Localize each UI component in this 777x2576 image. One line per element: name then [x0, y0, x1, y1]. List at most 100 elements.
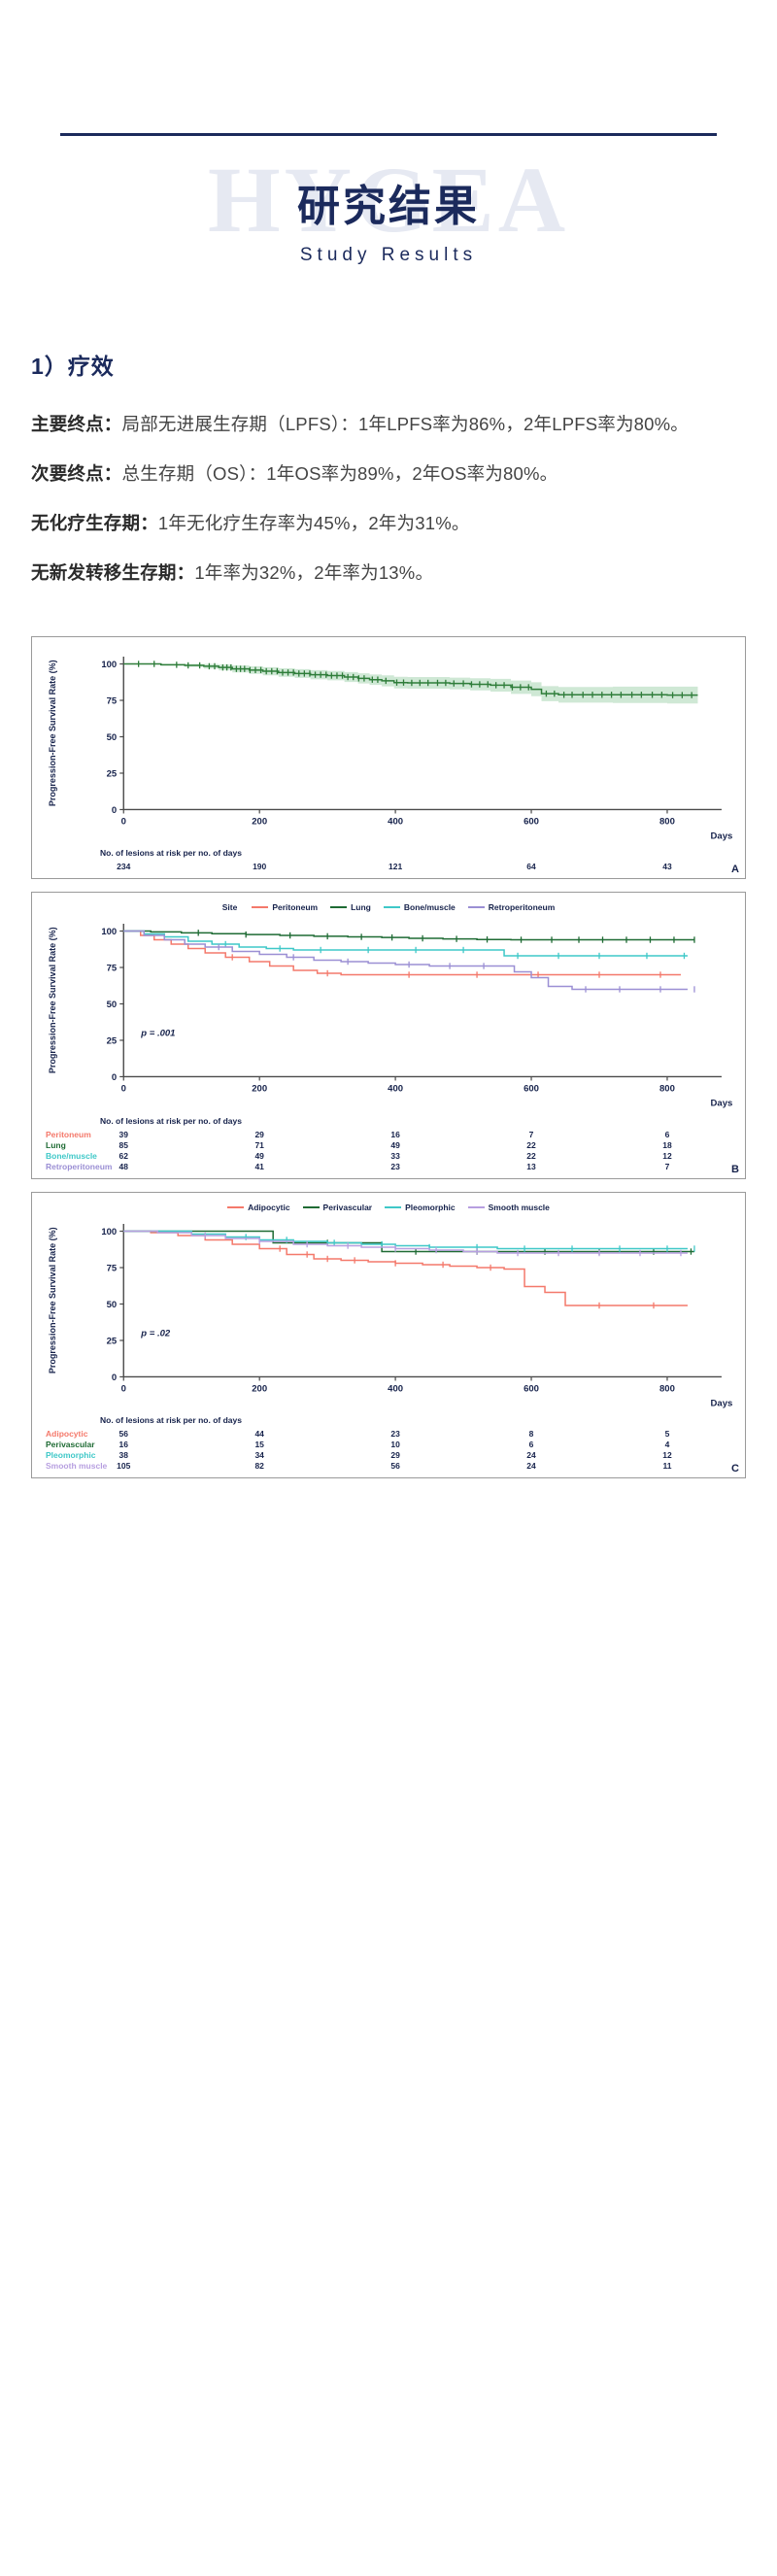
at-risk-value: 49 [390, 1139, 400, 1150]
paragraph-list: 主要终点：局部无进展生存期（LPFS）：1年LPFS率为86%，2年LPFS率为… [31, 406, 746, 592]
svg-text:100: 100 [101, 1227, 117, 1237]
chart-legend: Adipocytic Perivascular Pleomorphic Smooth … [40, 1203, 737, 1212]
legend-item[interactable]: Perivascular [302, 1202, 373, 1212]
svg-text:600: 600 [524, 1383, 539, 1394]
paragraph-label: 无化疗生存期： [31, 512, 158, 533]
at-risk-value: 6 [528, 1440, 534, 1450]
svg-text:50: 50 [107, 1300, 118, 1310]
svg-text:100: 100 [101, 927, 117, 937]
watermark-logo: HYGEA [207, 148, 570, 252]
figure-panels: 0 25 50 75 100 0 200 400 600 800 Days Progression-F… [0, 635, 777, 1479]
svg-text:100: 100 [101, 660, 117, 670]
header-divider [60, 133, 717, 136]
at-risk-value: 22 [526, 1139, 536, 1150]
section-heading: 1）疗效 [31, 354, 115, 379]
at-risk-value: 121 [388, 862, 403, 872]
paragraph: 次要终点：总生存期（OS）：1年OS率为89%，2年OS率为80%。 [31, 456, 746, 492]
at-risk-value: 48 [118, 1161, 128, 1171]
at-risk-value: 41 [254, 1161, 264, 1171]
legend-item[interactable]: Retroperitoneum [467, 902, 556, 913]
at-risk-value: 29 [254, 1129, 264, 1139]
svg-text:400: 400 [388, 816, 403, 827]
svg-text:Days: Days [711, 1099, 733, 1109]
at-risk-value: 62 [118, 1150, 128, 1161]
legend-label: Perivascular [322, 1202, 373, 1212]
at-risk-value: 18 [662, 1139, 672, 1150]
page-header: HYGEA 研究结果 Study Results [0, 0, 777, 291]
at-risk-value: 24 [526, 1450, 536, 1461]
at-risk-table: No. of lesions at risk per no. of days Pe… [40, 1116, 737, 1172]
page-title: 研究结果 [297, 183, 480, 230]
svg-text:200: 200 [252, 1383, 267, 1394]
legend-swatch-icon [227, 1205, 245, 1208]
panel-letter: C [731, 1463, 739, 1475]
at-risk-value: 33 [390, 1150, 400, 1161]
legend-label: Retroperitoneum [488, 902, 556, 913]
at-risk-value: 12 [662, 1450, 672, 1461]
paragraph-text: 局部无进展生存期（LPFS）：1年LPFS率为86%，2年LPFS率为80%。 [121, 414, 690, 434]
at-risk-value: 38 [118, 1450, 128, 1461]
legend-label: Lung [351, 902, 371, 913]
legend-swatch-icon [467, 1205, 485, 1208]
at-risk-value: 29 [390, 1450, 400, 1461]
page-root: HYGEA 研究结果 Study Results 1）疗效 主要终点：局部无进展… [0, 0, 777, 1479]
legend-item[interactable]: Lung [330, 902, 371, 912]
at-risk-row: Peritoneum 39 29 16 7 6 [40, 1130, 737, 1140]
at-risk-row: Adipocytic 56 44 23 8 5 [40, 1429, 737, 1440]
at-risk-value: 7 [528, 1129, 534, 1139]
at-risk-value: 234 [117, 862, 131, 872]
svg-text:800: 800 [659, 1084, 675, 1095]
legend-item[interactable]: Smooth muscle [467, 1202, 550, 1212]
at-risk-value: 22 [526, 1150, 536, 1161]
at-risk-table: No. of lesions at risk per no. of days Ad… [40, 1415, 737, 1472]
km-curve-plot: 0 25 50 75 100 0 200 400 600 800 Days Progression-F… [48, 1223, 732, 1408]
at-risk-value: 34 [254, 1450, 264, 1461]
at-risk-value: 56 [118, 1429, 128, 1440]
svg-text:50: 50 [107, 732, 118, 743]
svg-text:0: 0 [112, 805, 117, 816]
at-risk-title: No. of lesions at risk per no. of days [100, 848, 242, 859]
legend-swatch-icon [330, 906, 348, 909]
svg-text:Progression-Free Survival Rate: Progression-Free Survival Rate (%) [48, 1227, 57, 1373]
legend-item[interactable]: Peritoneum [252, 902, 318, 912]
at-risk-value: 15 [254, 1440, 264, 1450]
at-risk-value: 23 [390, 1161, 400, 1171]
svg-text:p = .001: p = .001 [140, 1029, 175, 1039]
paragraph-text: 总生存期（OS）：1年OS率为89%，2年OS率为80%。 [121, 462, 558, 484]
page-subtitle: Study Results [299, 245, 478, 265]
paragraph-label: 主要终点： [31, 414, 122, 434]
paragraph-label: 无新发转移生存期： [31, 561, 195, 583]
legend-item[interactable]: Bone/muscle [383, 902, 456, 912]
at-risk-row: 234 190 121 64 43 [40, 862, 737, 872]
svg-text:50: 50 [107, 1000, 118, 1010]
at-risk-value: 6 [664, 1129, 670, 1139]
svg-text:600: 600 [524, 1084, 539, 1095]
legend-label: Pleomorphic [405, 1202, 456, 1212]
legend-item[interactable]: Adipocytic [227, 1203, 290, 1212]
figure-panel-c: Adipocytic Perivascular Pleomorphic Smooth … [31, 1191, 746, 1479]
at-risk-row: Lung 85 71 49 22 18 [40, 1140, 737, 1151]
svg-text:200: 200 [252, 1084, 267, 1095]
svg-text:Days: Days [711, 830, 733, 841]
paragraph-label: 次要终点： [31, 462, 122, 484]
svg-text:0: 0 [121, 1383, 126, 1394]
at-risk-row-label: Adipocytic [46, 1429, 88, 1440]
at-risk-row-label: Peritoneum [46, 1129, 91, 1139]
at-risk-value: 43 [662, 862, 672, 872]
at-risk-value: 64 [526, 862, 536, 872]
at-risk-value: 16 [118, 1440, 128, 1450]
at-risk-title: No. of lesions at risk per no. of days [100, 1415, 242, 1426]
paragraph: 主要终点：局部无进展生存期（LPFS）：1年LPFS率为86%，2年LPFS率为… [31, 406, 746, 443]
svg-text:200: 200 [252, 816, 267, 827]
svg-text:0: 0 [112, 1373, 117, 1383]
legend-label: Smooth muscle [488, 1202, 550, 1212]
svg-text:400: 400 [388, 1084, 403, 1095]
at-risk-value: 71 [254, 1139, 264, 1150]
svg-text:75: 75 [107, 695, 118, 706]
at-risk-value: 4 [664, 1440, 670, 1450]
svg-text:600: 600 [524, 816, 539, 827]
legend-label: Peritoneum [272, 902, 319, 913]
at-risk-value: 24 [526, 1461, 536, 1472]
svg-text:0: 0 [121, 816, 126, 827]
legend-item[interactable]: Pleomorphic [385, 1202, 456, 1212]
